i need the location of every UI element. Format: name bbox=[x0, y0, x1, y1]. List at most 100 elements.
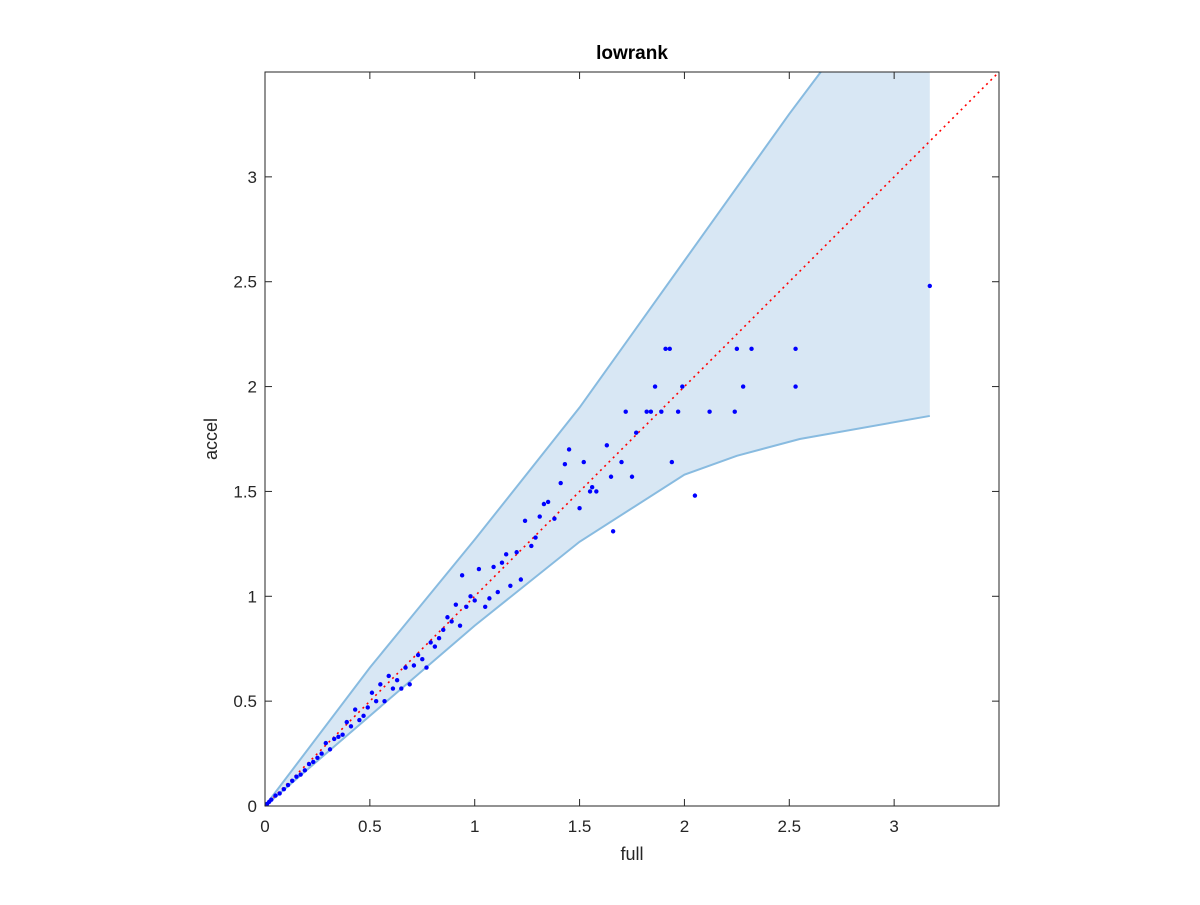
data-point bbox=[441, 627, 446, 633]
data-point bbox=[277, 791, 282, 796]
y-tick-label: 1 bbox=[248, 587, 257, 606]
data-point bbox=[340, 732, 345, 737]
data-point bbox=[453, 602, 459, 607]
data-point bbox=[415, 652, 421, 658]
data-point bbox=[732, 409, 737, 414]
band-lower-edge bbox=[264, 414, 930, 807]
y-axis-label: accel bbox=[201, 418, 221, 460]
x-tick-label: 0 bbox=[260, 817, 269, 836]
data-point bbox=[394, 677, 400, 683]
data-point bbox=[594, 489, 599, 494]
y-axis-ticks: 0 0.5 1 1.5 2 2.5 3 bbox=[233, 168, 999, 816]
data-point bbox=[290, 778, 295, 784]
data-point bbox=[648, 409, 654, 414]
y-tick-label: 3 bbox=[248, 168, 257, 187]
data-point bbox=[459, 573, 465, 578]
y-tick-label: 0 bbox=[248, 797, 257, 816]
data-point bbox=[424, 665, 429, 670]
data-point bbox=[373, 698, 379, 704]
data-point bbox=[734, 346, 740, 352]
data-point bbox=[629, 474, 635, 479]
data-point bbox=[692, 493, 698, 498]
x-axis-label: full bbox=[620, 844, 643, 864]
data-point bbox=[457, 623, 463, 628]
data-point bbox=[344, 719, 349, 725]
data-point bbox=[587, 489, 593, 494]
data-point bbox=[352, 707, 358, 712]
confidence-band bbox=[264, 71, 930, 807]
x-tick-label: 2 bbox=[680, 817, 689, 836]
data-point bbox=[608, 474, 614, 479]
data-point bbox=[487, 596, 492, 601]
y-tick-label: 2 bbox=[248, 378, 257, 397]
data-point bbox=[644, 409, 649, 414]
data-point bbox=[522, 518, 528, 523]
data-point bbox=[927, 283, 932, 289]
data-point bbox=[332, 736, 337, 742]
data-point bbox=[541, 501, 547, 507]
reference-line bbox=[264, 71, 1000, 807]
x-tick-label: 1.5 bbox=[568, 817, 592, 836]
data-point bbox=[483, 604, 488, 609]
data-point bbox=[675, 409, 681, 414]
data-point bbox=[558, 480, 563, 486]
data-point bbox=[472, 598, 477, 603]
data-point bbox=[518, 577, 524, 582]
data-point bbox=[264, 801, 270, 807]
data-point bbox=[581, 459, 586, 465]
data-point bbox=[707, 409, 712, 414]
data-point bbox=[403, 665, 408, 670]
data-point bbox=[749, 346, 754, 352]
data-point bbox=[365, 705, 370, 710]
data-point bbox=[499, 560, 505, 565]
data-point bbox=[604, 443, 610, 448]
data-point bbox=[619, 459, 624, 465]
data-point bbox=[382, 698, 387, 704]
data-point bbox=[336, 734, 341, 739]
data-point bbox=[386, 673, 391, 679]
data-point bbox=[378, 682, 383, 687]
data-point bbox=[514, 550, 519, 555]
data-point bbox=[545, 499, 551, 505]
data-point bbox=[411, 663, 417, 668]
data-point bbox=[663, 346, 668, 352]
data-point bbox=[298, 772, 303, 777]
data-point bbox=[281, 787, 287, 792]
data-point bbox=[552, 516, 557, 521]
data-point bbox=[311, 759, 316, 765]
data-point bbox=[537, 514, 542, 519]
data-point bbox=[445, 615, 450, 620]
data-point bbox=[793, 384, 798, 389]
data-point bbox=[348, 724, 354, 729]
data-point bbox=[659, 409, 664, 414]
data-point bbox=[420, 657, 425, 662]
data-point bbox=[327, 747, 333, 752]
data-point bbox=[464, 604, 469, 609]
data-point bbox=[577, 506, 582, 511]
data-point bbox=[306, 761, 312, 767]
band-upper-edge bbox=[264, 71, 822, 807]
data-point bbox=[533, 535, 538, 540]
x-tick-label: 0.5 bbox=[358, 817, 382, 836]
data-point bbox=[319, 751, 324, 756]
y-tick-label: 0.5 bbox=[233, 692, 257, 711]
data-point bbox=[436, 636, 442, 641]
data-point bbox=[669, 459, 675, 465]
y-tick-label: 2.5 bbox=[233, 273, 257, 292]
data-point bbox=[529, 543, 534, 549]
data-point bbox=[495, 589, 500, 595]
data-point bbox=[508, 583, 513, 588]
data-point bbox=[610, 529, 616, 534]
data-point bbox=[399, 686, 404, 691]
data-point bbox=[428, 640, 433, 645]
x-tick-label: 1 bbox=[470, 817, 479, 836]
band-fill bbox=[265, 72, 930, 806]
data-point bbox=[652, 384, 658, 389]
data-point bbox=[793, 346, 798, 352]
data-point bbox=[623, 409, 628, 414]
data-point bbox=[680, 384, 685, 389]
data-point bbox=[302, 768, 308, 773]
data-point bbox=[449, 619, 454, 624]
